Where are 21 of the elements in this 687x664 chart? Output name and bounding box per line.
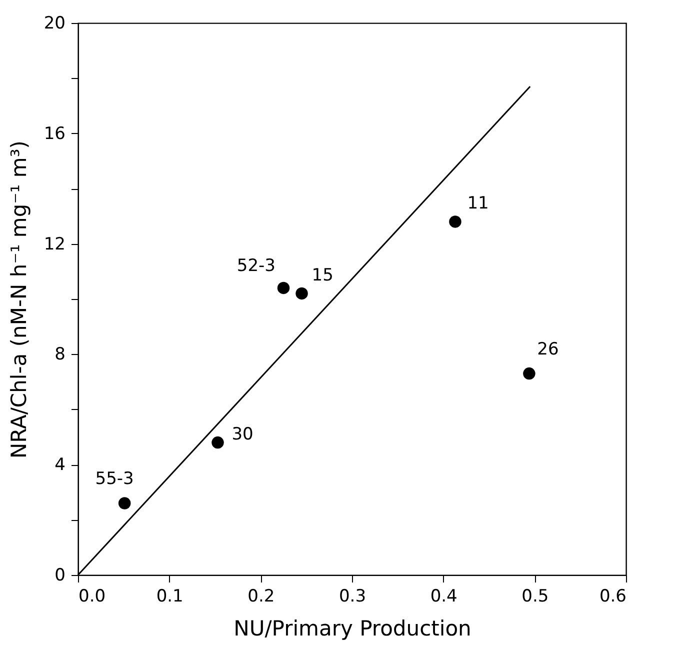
y-tick-label: 20 (44, 14, 66, 34)
y-axis-title: NRA/Chl-a (nM-N h⁻¹ mg⁻¹ m³) (6, 140, 31, 458)
x-tick-label: 0.4 (430, 586, 458, 606)
x-tick-label: 0.6 (599, 586, 626, 606)
y-tick-label: 8 (54, 344, 66, 365)
annotation: 52-3 (236, 256, 276, 276)
y-tick-label: 12 (44, 234, 66, 254)
annotation: 30 (232, 424, 254, 445)
annotation: 15 (312, 265, 334, 286)
annotation: 26 (537, 340, 559, 360)
annotation: 11 (467, 194, 489, 214)
x-tick-label: 0.5 (522, 586, 549, 606)
y-tick-label: 0 (54, 566, 66, 586)
y-tick-label: 4 (54, 455, 66, 476)
x-tick-label: 0.0 (78, 586, 106, 606)
annotation: 55-3 (95, 469, 134, 490)
y-tick-label: 16 (44, 124, 66, 144)
x-axis-title: NU/Primary Production (234, 616, 472, 640)
x-tick-label: 0.2 (248, 586, 275, 606)
x-tick-label: 0.3 (338, 586, 366, 606)
x-tick-label: 0.1 (156, 586, 184, 606)
